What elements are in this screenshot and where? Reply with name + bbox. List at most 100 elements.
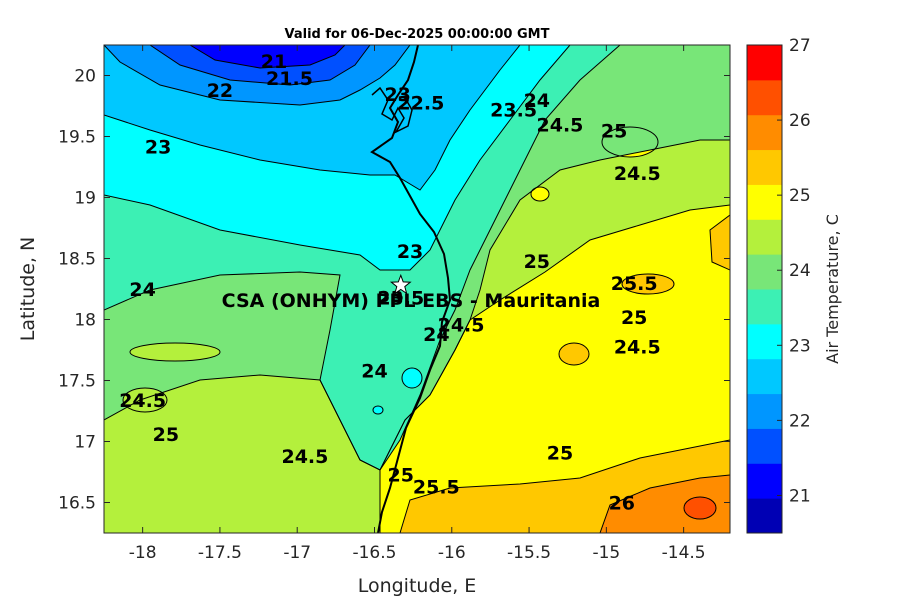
colorbar-tick-label: 21 — [789, 486, 811, 506]
contour-blob-f — [122, 387, 168, 413]
band-24p5-west-pocket — [130, 343, 220, 361]
contour-blob-e — [129, 342, 221, 362]
band-25p5-south-blob — [559, 343, 589, 365]
colorbar-tick-label: 24 — [789, 261, 811, 281]
y-tick-label: 19 — [74, 189, 96, 209]
contour-label: 24.5 — [438, 314, 485, 336]
band-23p5-pocket2 — [373, 406, 383, 414]
contour-label: 24.5 — [281, 446, 328, 468]
contour-label: 24.5 — [119, 390, 166, 412]
site-star-icon — [389, 273, 412, 295]
colorbar-segment — [747, 289, 782, 325]
y-tick-label: 18.5 — [58, 250, 96, 270]
contour-label: 23 — [145, 136, 171, 158]
contour-blob-d — [558, 342, 590, 366]
contour-line-21 — [189, 45, 346, 69]
contour-label: 24.5 — [537, 114, 584, 136]
x-tick-label: -15.5 — [507, 543, 551, 563]
chart-title: Valid for 06-Dec-2025 00:00:00 GMT — [285, 27, 550, 42]
contour-blob-b — [530, 186, 550, 202]
x-tick-label: -17.5 — [198, 543, 242, 563]
contour-blob-c — [621, 273, 675, 295]
band-23p5-pocket — [402, 368, 422, 388]
contour-label: 23.5 — [377, 288, 424, 310]
contour-label: 25 — [547, 442, 573, 464]
contour-label: 25 — [388, 464, 414, 486]
x-tick-label: -14.5 — [662, 543, 706, 563]
colorbar-label: Air Temperature, C — [823, 214, 842, 364]
contour-line-25 — [399, 439, 730, 533]
coastline-islands — [371, 86, 413, 134]
band-25p5-mid-blob — [622, 274, 674, 294]
contour-label: 23.5 — [490, 100, 537, 122]
colorbar-tick-label: 22 — [789, 411, 811, 431]
contour-label: 26 — [609, 493, 635, 515]
colorbar-ticks: 21 22 23 24 25 26 27 — [777, 36, 811, 506]
colorbar-segment — [747, 463, 782, 499]
y-tick-label: 16.5 — [58, 494, 96, 514]
contour-lines — [104, 45, 730, 533]
colorbar-segment — [747, 323, 782, 360]
y-axis-label: Latitude, N — [17, 237, 39, 342]
colorbar-tick-label: 26 — [789, 111, 811, 131]
contour-blob-i — [709, 214, 730, 271]
x-axis-ticks: -18 -17.5 -17 -16.5 -16 -15.5 -15 -14.5 — [129, 45, 706, 563]
colorbar-segment — [747, 428, 782, 464]
contour-label: 24 — [423, 324, 449, 346]
x-tick-label: -16.5 — [352, 543, 396, 563]
contour-line-22 — [104, 45, 411, 106]
contour-blob-a — [601, 126, 659, 158]
colorbar-segment — [747, 45, 782, 81]
contour-label: 22 — [207, 80, 233, 102]
x-tick-label: -17 — [283, 543, 311, 563]
y-tick-label: 17.5 — [58, 372, 96, 392]
contour-label: 24 — [524, 90, 550, 112]
contour-label: 22.5 — [397, 92, 444, 114]
contour-label: 25.5 — [611, 273, 658, 295]
x-tick-label: -15 — [592, 543, 620, 563]
contour-label: 25.5 — [413, 477, 460, 499]
contour-label: 23 — [384, 84, 410, 106]
colorbar-segment — [747, 393, 782, 429]
contour-label: 25 — [601, 120, 627, 142]
colorbar-tick-label: 25 — [789, 186, 811, 206]
x-axis-label: Longitude, E — [358, 575, 477, 597]
y-tick-label: 18 — [74, 311, 96, 331]
contour-label: 21.5 — [266, 68, 313, 90]
contour-line-25p5 — [599, 474, 730, 533]
contour-line-23 — [104, 45, 571, 271]
contour-line-24p5 — [379, 204, 730, 533]
contour-label: 23 — [397, 241, 423, 263]
colorbar-segment — [747, 114, 782, 151]
band-25-small-blob — [531, 187, 549, 201]
colorbar-tick-label: 27 — [789, 36, 811, 56]
contour-label: 24 — [361, 361, 387, 383]
x-tick-label: -18 — [129, 543, 157, 563]
colorbar-segment — [747, 79, 782, 116]
contour-label: 25 — [153, 424, 179, 446]
y-axis-ticks: 16.5 17 17.5 18 18.5 19 19.5 20 — [58, 67, 730, 514]
contour-line-21p5 — [149, 45, 371, 86]
colorbar-frame — [746, 44, 783, 534]
contour-line-23p5 — [104, 45, 621, 471]
contour-label: 25 — [524, 251, 550, 273]
contour-blob-g — [401, 367, 423, 389]
band-25p5-east-blob — [710, 215, 730, 270]
contour-label: 21 — [261, 51, 287, 73]
contour-line-26 — [683, 496, 717, 520]
colorbar-segment — [747, 184, 782, 220]
y-tick-label: 17 — [74, 433, 96, 453]
x-tick-label: -16 — [438, 543, 466, 563]
colorbar-segment — [747, 219, 782, 255]
band-24p5-west-pocket2 — [123, 388, 167, 412]
coastline — [370, 45, 452, 533]
contour-label: 25 — [621, 307, 647, 329]
colorbar-tick-label: 23 — [789, 336, 811, 356]
plot-area — [104, 45, 730, 533]
y-tick-label: 19.5 — [58, 128, 96, 148]
colorbar-segment — [747, 498, 782, 534]
contour-line-22p5 — [104, 45, 521, 191]
site-label: CSA (ONHYM) PPL EBS - Mauritania — [222, 290, 601, 312]
